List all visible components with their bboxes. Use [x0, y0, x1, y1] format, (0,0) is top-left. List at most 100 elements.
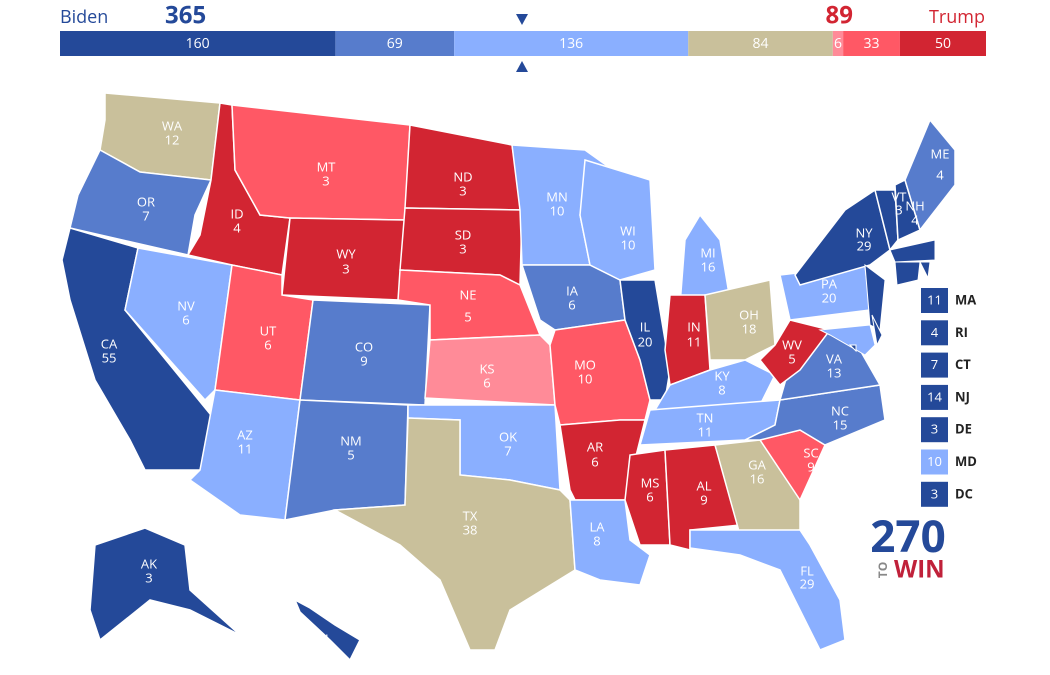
logo-win: WIN	[894, 552, 945, 585]
state-votes: 3	[931, 420, 938, 438]
state-labels: WA12OR7CA55NV6ID4MT3WY3UT6AZ11CO9NM5ND3S…	[101, 116, 950, 662]
state-abbr: DE	[955, 420, 972, 438]
state-shape	[704, 279, 776, 361]
state-box[interactable]	[921, 481, 948, 507]
state-abbr: IA	[566, 281, 579, 299]
state-votes: 16	[750, 469, 765, 487]
state-votes: 20	[638, 332, 653, 350]
state-abbr: NM	[340, 431, 361, 449]
state-box[interactable]	[921, 352, 948, 378]
left-total: 365	[165, 0, 206, 31]
state-abbr: OR	[137, 192, 155, 210]
state-abbr: SC	[803, 443, 818, 461]
bar-label: 136	[559, 34, 583, 53]
state-shape	[894, 261, 921, 286]
state-votes: 13	[827, 363, 842, 381]
state-abbr: AR	[587, 437, 603, 455]
state-votes: 6	[646, 487, 653, 505]
state-abbr: UT	[260, 321, 277, 339]
state-votes: 6	[591, 452, 598, 470]
state-abbr: OK	[499, 427, 517, 445]
state-abbr: IN	[687, 317, 700, 335]
state-votes: 10	[621, 235, 636, 253]
us-map	[61, 92, 956, 662]
state-abbr: CT	[955, 355, 971, 373]
state-shape	[919, 261, 931, 280]
state-shape	[69, 148, 213, 256]
state-abbr: TX	[463, 506, 478, 524]
state-votes: 4	[936, 165, 944, 183]
state-box[interactable]	[921, 288, 948, 313]
state-abbr: NE	[459, 285, 476, 303]
bar-segment	[899, 31, 986, 56]
state-box[interactable]	[921, 417, 948, 443]
state-box[interactable]	[921, 320, 948, 346]
state-shape	[871, 314, 883, 347]
state-abbr: TN	[697, 408, 714, 426]
state-abbr: NV	[177, 296, 195, 314]
midpoint-marker	[516, 61, 528, 72]
state-votes: 9	[807, 457, 814, 475]
bar-label: 33	[864, 34, 880, 53]
state-abbr: LA	[589, 517, 605, 535]
state-votes: 11	[927, 290, 942, 308]
state-abbr: WI	[620, 221, 636, 239]
state-abbr: GA	[748, 455, 766, 473]
state-abbr: MS	[641, 473, 660, 491]
state-abbr: DC	[955, 484, 973, 502]
state-abbr: NJ	[955, 387, 970, 405]
state-abbr: IL	[640, 317, 651, 335]
state-shape	[619, 279, 671, 401]
state-abbr: NY	[855, 223, 873, 241]
tally-bar: 160 69 136 84 6 33 50	[60, 31, 986, 56]
state-abbr: MA	[955, 290, 976, 308]
state-votes: 12	[165, 130, 180, 148]
state-votes: 4	[931, 323, 939, 341]
state-shape	[818, 324, 876, 356]
right-total: 89	[826, 0, 853, 31]
state-votes: 9	[700, 490, 707, 508]
state-abbr: VA	[826, 349, 843, 367]
state-shape	[848, 344, 857, 353]
state-box[interactable]	[921, 384, 948, 410]
state-votes: 5	[347, 445, 354, 463]
small-state-list: 11 MA 4 RI 7 CT 14 NJ 3 DE 10 MD 3 DC	[921, 288, 977, 507]
state-votes: 16	[701, 257, 716, 275]
state-abbr: OH	[739, 305, 759, 323]
state-votes: 3	[145, 568, 152, 586]
state-votes: 4	[911, 210, 919, 228]
state-votes: 7	[142, 206, 149, 224]
bar-segment	[843, 31, 900, 56]
state-votes: 10	[927, 452, 942, 470]
state-votes: 5	[464, 307, 471, 325]
state-abbr: MI	[700, 243, 715, 261]
right-candidate: Trump	[929, 5, 985, 29]
bar-label: 69	[387, 34, 403, 53]
state-votes: 11	[687, 332, 702, 350]
state-box[interactable]	[921, 449, 948, 475]
state-shape	[679, 213, 731, 306]
state-abbr: PA	[821, 274, 838, 292]
state-shape	[579, 159, 656, 281]
state-abbr: AL	[696, 476, 711, 494]
state-votes: 4	[233, 218, 241, 236]
bar-label: 84	[753, 34, 769, 53]
state-abbr: MT	[317, 157, 337, 175]
state-votes: 38	[463, 520, 478, 538]
state-abbr: RI	[955, 323, 968, 341]
state-shape	[889, 239, 936, 263]
state-shape	[569, 499, 651, 586]
state-abbr: KY	[714, 366, 730, 384]
state-votes: 18	[742, 319, 757, 337]
state-votes: 8	[718, 380, 725, 398]
state-abbr: NH	[905, 196, 924, 214]
state-abbr: WV	[782, 335, 802, 353]
state-abbr: SD	[455, 225, 472, 243]
logo-to: TO	[874, 562, 891, 579]
logo: 270 TO WIN	[870, 505, 945, 586]
state-abbr: MD	[955, 452, 977, 470]
state-shape	[689, 529, 846, 651]
state-abbr: ID	[230, 204, 243, 222]
